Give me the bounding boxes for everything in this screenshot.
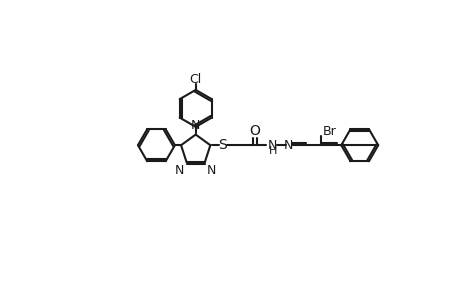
Text: N: N — [284, 139, 293, 152]
Text: Br: Br — [322, 125, 336, 138]
Text: H: H — [268, 146, 276, 156]
Text: N: N — [174, 164, 184, 177]
Text: N: N — [267, 140, 276, 152]
Text: S: S — [218, 138, 227, 152]
Text: Cl: Cl — [189, 73, 202, 85]
Text: O: O — [249, 124, 260, 138]
Text: N: N — [207, 164, 216, 177]
Text: N: N — [190, 119, 200, 132]
